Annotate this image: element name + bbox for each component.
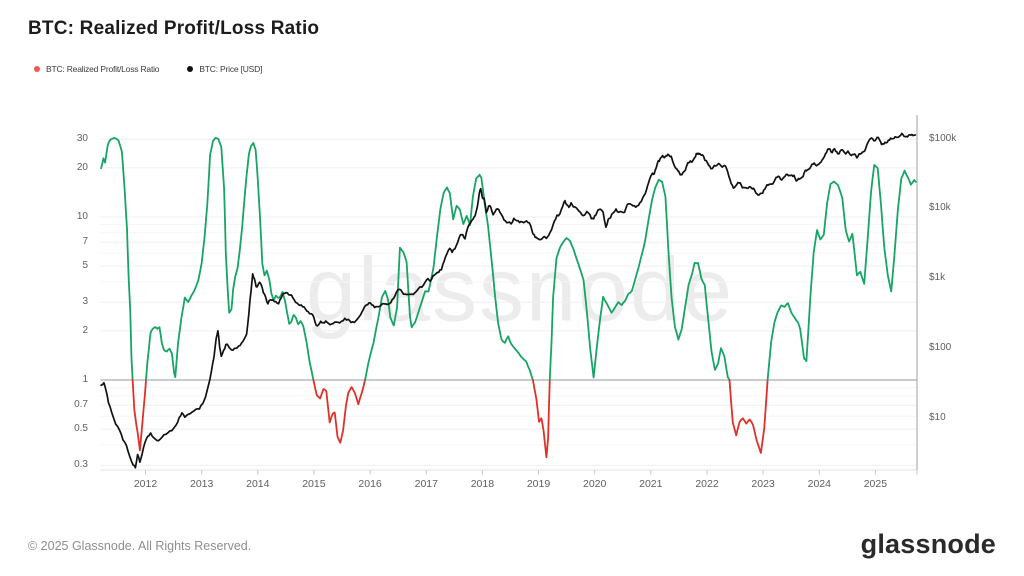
legend: BTC: Realized Profit/Loss Ratio BTC: Pri… <box>34 64 262 74</box>
legend-label-price: BTC: Price [USD] <box>199 64 263 74</box>
legend-dot-ratio-icon <box>34 66 40 72</box>
legend-item-price[interactable]: BTC: Price [USD] <box>187 64 262 74</box>
legend-dot-price-icon <box>187 66 194 72</box>
legend-item-ratio[interactable]: BTC: Realized Profit/Loss Ratio <box>34 64 160 74</box>
copyright-text: © 2025 Glassnode. All Rights Reserved. <box>28 539 252 553</box>
glassnode-logo: glassnode <box>860 529 996 559</box>
page-title: BTC: Realized Profit/Loss Ratio <box>28 18 320 39</box>
legend-label-ratio: BTC: Realized Profit/Loss Ratio <box>46 64 160 74</box>
